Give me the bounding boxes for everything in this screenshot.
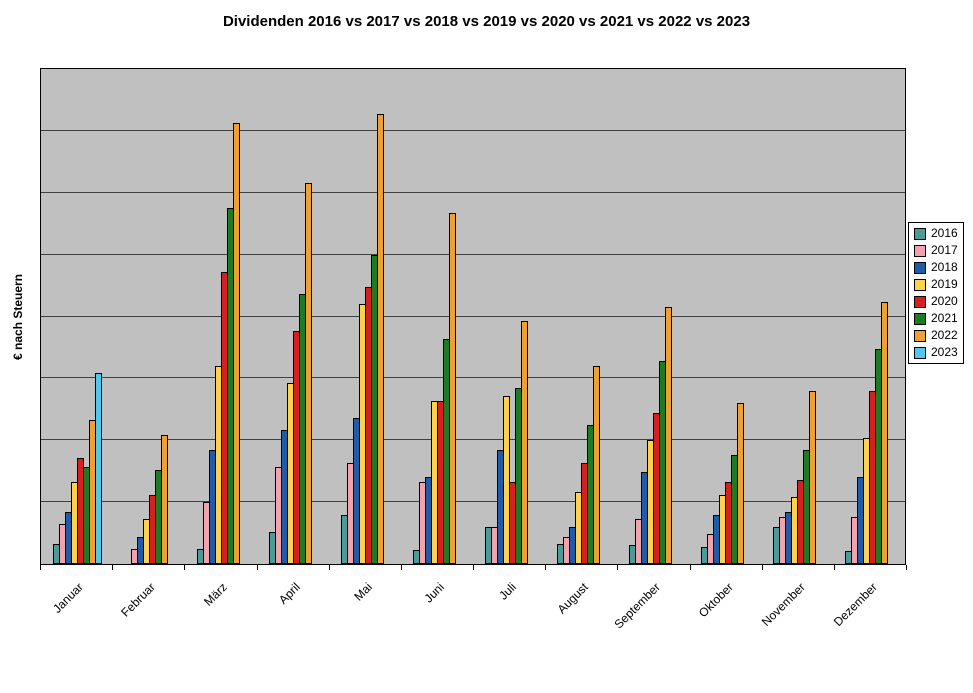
legend-label-2023: 2023 xyxy=(931,345,958,359)
legend-label-2017: 2017 xyxy=(931,243,958,257)
legend-label-2018: 2018 xyxy=(931,260,958,274)
legend-item-2019: 2019 xyxy=(914,278,958,291)
gridline xyxy=(41,191,905,193)
plot-wrap xyxy=(40,68,907,570)
gridline xyxy=(41,253,905,255)
legend-swatch-2019 xyxy=(914,278,926,291)
legend-swatch-2018 xyxy=(914,261,926,274)
x-axis-tick xyxy=(473,565,474,570)
legend: 2016 2017 2018 2019 2020 2021 2022 2023 xyxy=(908,222,964,364)
bar-2022-juni xyxy=(448,212,456,564)
bar-2022-september xyxy=(664,306,672,564)
x-axis-tick xyxy=(328,565,330,570)
gridline xyxy=(41,501,905,503)
gridline xyxy=(41,377,905,379)
x-axis-label-dezember: Dezember xyxy=(830,580,880,630)
legend-swatch-2021 xyxy=(914,312,926,325)
legend-swatch-2023 xyxy=(914,346,926,359)
bar-2022-märz xyxy=(232,123,240,564)
bar-group-august xyxy=(545,69,617,564)
legend-item-2017: 2017 xyxy=(914,244,958,257)
x-axis-tick xyxy=(184,565,186,570)
x-axis-tick xyxy=(833,565,835,570)
bar-2022-oktober xyxy=(736,403,744,564)
legend-swatch-2017 xyxy=(914,244,926,257)
legend-label-2020: 2020 xyxy=(931,294,958,308)
legend-item-2022: 2022 xyxy=(914,329,958,342)
bar-group-dezember xyxy=(833,69,905,564)
x-axis-tick xyxy=(761,565,763,570)
bar-groups xyxy=(41,69,905,564)
bar-group-januar xyxy=(41,69,113,564)
x-axis-tick xyxy=(689,565,691,570)
legend-label-2022: 2022 xyxy=(931,328,958,342)
x-axis-tick xyxy=(112,565,114,570)
y-axis-title: € nach Steuern xyxy=(11,273,25,360)
bar-group-september xyxy=(617,69,689,564)
bar-group-februar xyxy=(113,69,185,564)
bar-2022-november xyxy=(808,390,816,564)
legend-item-2018: 2018 xyxy=(914,261,958,274)
x-axis-tick xyxy=(545,565,547,570)
legend-item-2020: 2020 xyxy=(914,295,958,308)
legend-item-2023: 2023 xyxy=(914,346,958,359)
x-axis-tick xyxy=(400,565,402,570)
bar-2022-august xyxy=(592,366,600,564)
x-axis-tick xyxy=(617,565,619,570)
bar-group-oktober xyxy=(689,69,761,564)
plot-area xyxy=(40,68,906,565)
bar-group-november xyxy=(761,69,833,564)
y-axis-title-wrap: € nach Steuern xyxy=(0,68,36,565)
bar-2022-dezember xyxy=(880,301,888,564)
x-axis-tick xyxy=(40,565,41,570)
legend-item-2016: 2016 xyxy=(914,227,958,240)
bar-2022-mai xyxy=(376,113,384,564)
bar-group-märz xyxy=(185,69,257,564)
legend-swatch-2020 xyxy=(914,295,926,308)
legend-label-2016: 2016 xyxy=(931,226,958,240)
x-axis-tick xyxy=(906,565,907,570)
bar-2022-juli xyxy=(520,321,528,564)
legend-item-2021: 2021 xyxy=(914,312,958,325)
legend-label-2019: 2019 xyxy=(931,277,958,291)
chart-title: Dividenden 2016 vs 2017 vs 2018 vs 2019 … xyxy=(222,13,751,30)
bar-2019-juli xyxy=(502,395,510,564)
legend-label-2021: 2021 xyxy=(931,311,958,325)
x-axis-ticks xyxy=(40,565,907,571)
gridline xyxy=(41,129,905,131)
x-axis-labels: Januar Februar März April Mai Juni Juli August S… xyxy=(40,572,906,690)
legend-swatch-2022 xyxy=(914,329,926,342)
bar-2022-april xyxy=(304,182,312,564)
bar-group-juli xyxy=(473,69,545,564)
bar-group-april xyxy=(257,69,329,564)
x-axis-tick xyxy=(256,565,258,570)
bar-group-juni xyxy=(401,69,473,564)
bar-2023-januar xyxy=(94,373,102,564)
legend-swatch-2016 xyxy=(914,227,926,240)
gridline xyxy=(41,315,905,317)
bar-2022-februar xyxy=(160,435,168,564)
gridline xyxy=(41,439,905,441)
bar-group-mai xyxy=(329,69,401,564)
